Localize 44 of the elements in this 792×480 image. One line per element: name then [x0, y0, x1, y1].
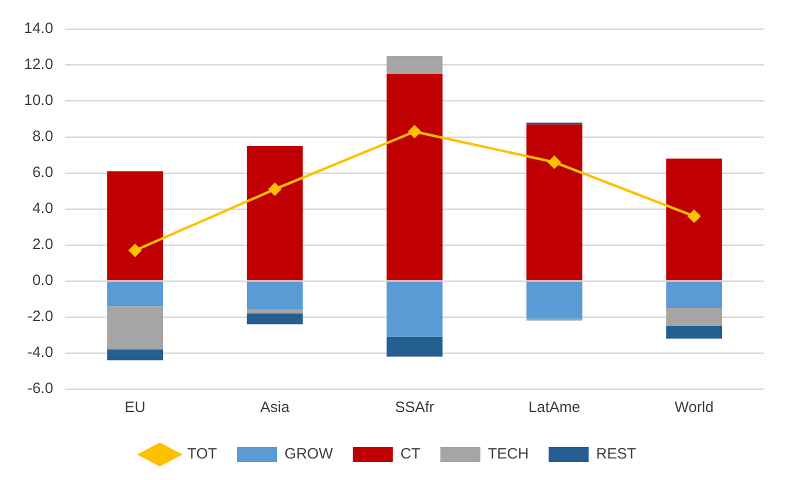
bar [666, 158, 722, 280]
point [128, 244, 142, 257]
legend-label: TECH [488, 446, 529, 463]
bar [107, 171, 164, 280]
legend-label: TOT [187, 446, 218, 463]
bar [246, 313, 303, 324]
point [408, 125, 421, 138]
point [268, 182, 282, 196]
y-tick-label: 4.0 [32, 200, 54, 218]
y-tick-label: 0.0 [32, 272, 54, 290]
bar [386, 336, 443, 357]
bar [107, 306, 164, 350]
point [548, 156, 561, 168]
bar [386, 74, 443, 280]
x-tick-label: Asia [260, 399, 290, 416]
y-tick-label: -4.0 [27, 344, 54, 362]
y-tick-label: 6.0 [32, 164, 54, 182]
bar [246, 310, 303, 314]
x-tick-label: SSAfr [395, 399, 434, 416]
y-tick-label: 10.0 [24, 92, 54, 110]
bar [107, 282, 164, 306]
bar [107, 349, 164, 360]
legend-label: GROW [284, 446, 334, 463]
bar [666, 308, 722, 326]
bar [666, 282, 722, 308]
bar [246, 146, 303, 280]
x-tick-label: LatAme [528, 399, 580, 416]
y-tick-label: 8.0 [32, 128, 54, 146]
legend-label: REST [596, 446, 636, 463]
x-tick-label: World [674, 399, 714, 416]
y-tick-label: 12.0 [24, 56, 54, 74]
point [688, 210, 700, 222]
y-tick-label: -6.0 [27, 380, 54, 398]
bar [386, 282, 443, 337]
bar [246, 282, 303, 310]
bar [526, 124, 582, 280]
bar [386, 56, 443, 74]
bar [526, 282, 582, 319]
x-tick-label: EU [124, 399, 146, 416]
y-tick-label: 2.0 [32, 236, 54, 254]
y-tick-label: 14.0 [24, 20, 54, 38]
y-tick-label: -2.0 [27, 308, 54, 326]
bar [666, 326, 722, 339]
legend-label: CT [400, 446, 420, 463]
